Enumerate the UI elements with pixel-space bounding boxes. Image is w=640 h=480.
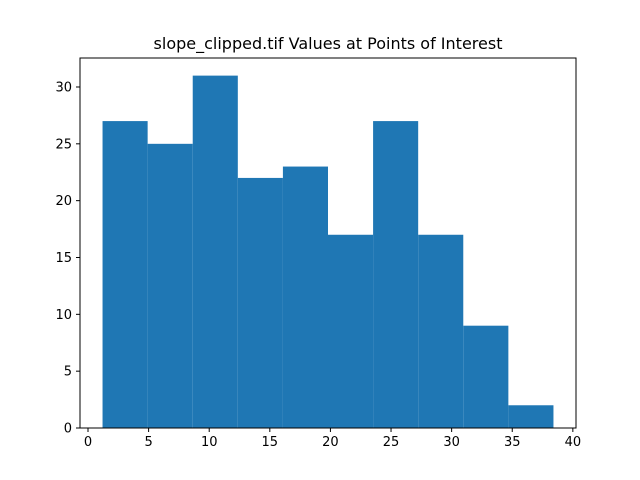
y-axis: 0 5 10 15 20 25 30 [55,80,80,437]
histogram-bar [192,75,238,428]
histogram-bar [237,177,283,428]
chart-title: slope_clipped.tif Values at Points of In… [154,34,503,54]
histogram-bar [373,121,419,428]
y-tick-label: 15 [55,251,72,266]
x-tick-label: 25 [383,435,400,450]
y-tick-label: 20 [55,194,72,209]
x-tick-label: 20 [322,435,339,450]
histogram-bar [102,121,148,428]
y-tick-label: 10 [55,308,72,323]
x-tick-label: 40 [565,435,582,450]
histogram-bar [463,325,509,428]
x-tick-label: 35 [504,435,521,450]
y-tick-label: 5 [64,365,72,380]
histogram-bar [147,143,193,428]
plot-frame [79,57,577,429]
x-tick-label: 10 [201,435,218,450]
histogram-bar [418,234,464,428]
x-axis: 0 5 10 15 20 25 30 35 40 [84,428,581,450]
y-tick-label: 25 [55,137,72,152]
x-tick-label: 15 [262,435,279,450]
x-tick-label: 0 [84,435,92,450]
y-tick-label: 0 [64,422,72,437]
histogram-bars [102,75,554,428]
histogram-bar [282,166,328,428]
x-tick-label: 30 [443,435,460,450]
x-tick-label: 5 [144,435,152,450]
histogram-bar [328,234,374,428]
histogram-bar [508,405,554,428]
y-tick-label: 30 [55,80,72,95]
